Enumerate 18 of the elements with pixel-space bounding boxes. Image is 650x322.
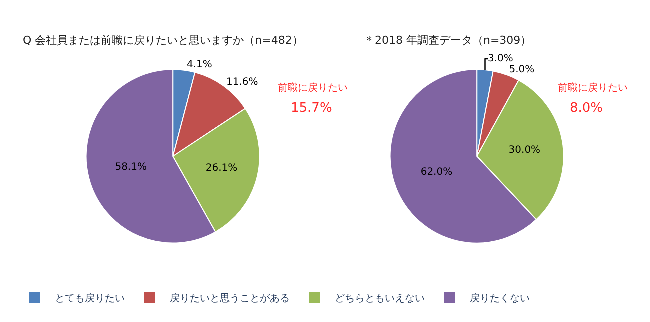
data-label: 30.0%	[508, 144, 541, 156]
chart-title: ＊2018 年調査データ（n=309）	[364, 34, 532, 47]
legend-label: どちらともいえない	[335, 293, 425, 304]
data-label: 4.1%	[186, 59, 212, 70]
data-label: 62.0%	[420, 166, 453, 178]
legend-label: とても戻りたい	[55, 292, 125, 304]
data-label: 58.1%	[115, 162, 147, 173]
data-label: 11.6%	[226, 76, 258, 88]
data-label: 3.0%	[488, 53, 514, 64]
legend-label: 戻りたくない	[470, 292, 530, 304]
legend-label: 戻りたいと思うことがある	[170, 292, 290, 304]
text: 前職に戻りたい	[278, 82, 348, 94]
data-label: 5.0%	[509, 64, 535, 76]
chart-title: Q 会社員または前職に戻りたいと思いますか（n=482）	[23, 34, 304, 47]
text: 前職に戻りたい	[558, 82, 628, 94]
text: 8.0%	[570, 101, 604, 116]
data-label: 26.1%	[206, 162, 238, 174]
text: 15.7%	[291, 101, 332, 116]
